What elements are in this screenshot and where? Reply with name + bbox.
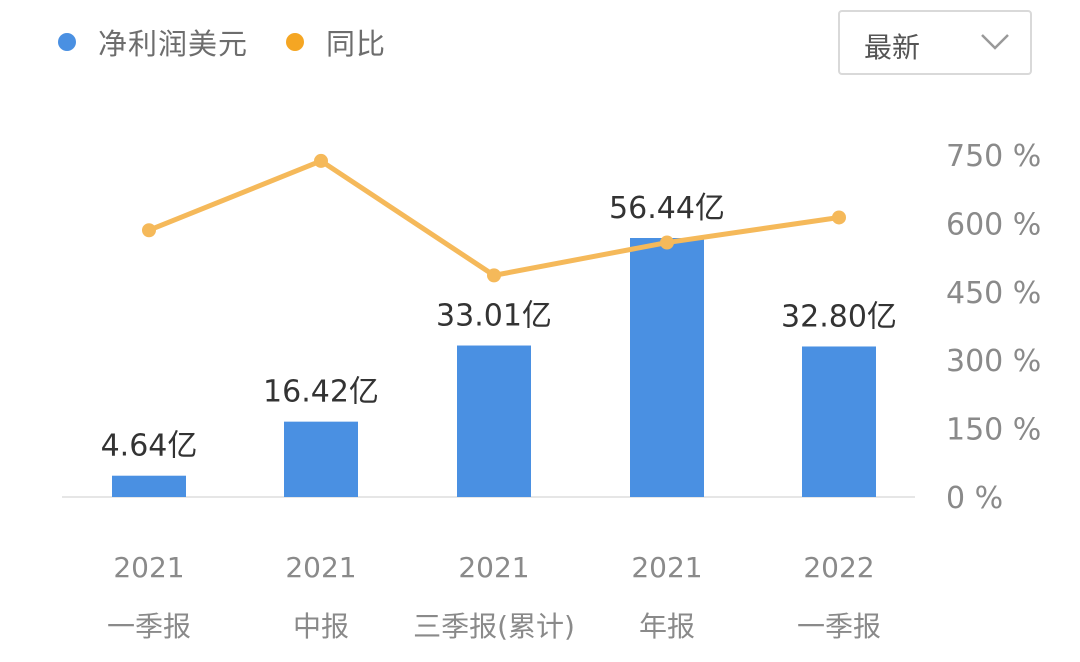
yoy-point[interactable] — [832, 210, 846, 225]
y-right-tick-label: 600 % — [946, 207, 1041, 242]
bar[interactable] — [112, 475, 186, 497]
bar-data-label: 56.44亿 — [609, 191, 725, 226]
x-tick-year: 2021 — [285, 551, 356, 584]
bar[interactable] — [630, 238, 704, 497]
legend-label: 同比 — [326, 27, 387, 61]
y-right-tick-label: 750 % — [946, 139, 1041, 174]
x-tick-period: 一季报 — [797, 610, 881, 643]
x-tick-year: 2021 — [458, 551, 529, 584]
x-tick-year: 2022 — [803, 551, 874, 584]
x-tick-period: 中报 — [293, 610, 349, 643]
bar-data-label: 32.80亿 — [781, 299, 897, 334]
x-tick-period: 三季报(累计) — [413, 610, 575, 643]
yoy-point[interactable] — [314, 153, 328, 168]
yoy-point[interactable] — [487, 268, 501, 283]
bar-data-label: 33.01亿 — [436, 299, 552, 334]
y-right-tick-label: 300 % — [946, 344, 1041, 379]
legend-dot-icon — [58, 33, 76, 51]
x-tick-period: 年报 — [639, 610, 695, 643]
legend: 净利润美元 同比 — [58, 18, 424, 66]
legend-dot-icon — [286, 33, 305, 51]
bar[interactable] — [284, 421, 358, 497]
x-tick-period: 一季报 — [107, 610, 191, 643]
yoy-line — [148, 158, 840, 278]
legend-label: 净利润美元 — [98, 27, 249, 61]
bar[interactable] — [802, 346, 876, 497]
chevron-down-icon — [981, 34, 1009, 50]
yoy-point[interactable] — [142, 223, 156, 238]
legend-item-net-profit[interactable]: 净利润美元 — [58, 21, 248, 63]
bar-data-label: 16.42亿 — [263, 375, 379, 410]
x-tick-year: 2021 — [631, 551, 702, 584]
bar[interactable] — [457, 345, 531, 497]
y-right-tick-label: 150 % — [946, 413, 1041, 448]
yoy-point[interactable] — [660, 235, 674, 250]
legend-item-yoy[interactable]: 同比 — [286, 21, 386, 63]
dropdown-selected-label: 最新 — [864, 31, 921, 64]
bar-data-label: 4.64亿 — [101, 429, 198, 464]
y-right-tick-label: 0 % — [946, 481, 1003, 516]
period-select-dropdown[interactable]: 最新 — [838, 10, 1032, 75]
x-tick-year: 2021 — [113, 551, 184, 584]
y-right-tick-label: 450 % — [946, 276, 1041, 311]
